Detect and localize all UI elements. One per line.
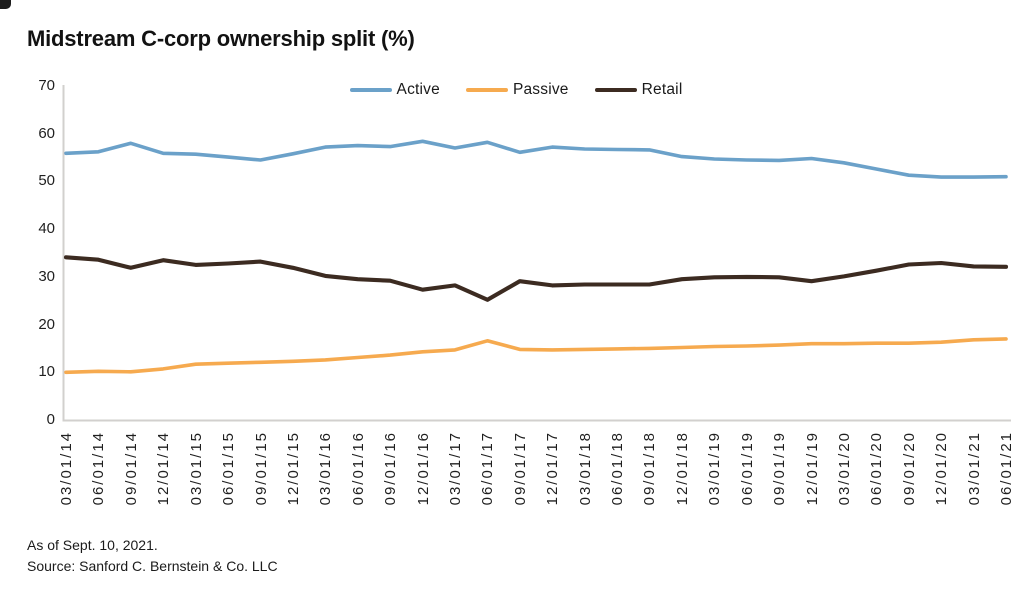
legend-line-swatch-active: [349, 87, 392, 93]
y-tick-label: 70: [38, 77, 55, 94]
x-tick-label: 06/01/17: [479, 431, 497, 506]
x-tick-label: 12/01/14: [155, 431, 173, 506]
y-tick-label: 10: [38, 363, 55, 381]
y-tick-label: 60: [38, 124, 55, 142]
x-tick-label: 12/01/17: [544, 431, 562, 506]
x-tick-label: 09/01/18: [641, 431, 659, 506]
legend-line-swatch-passive: [465, 87, 508, 93]
legend-label: Retail: [641, 81, 683, 98]
x-tick-label: 03/01/14: [58, 431, 75, 506]
y-tick-label: 30: [38, 267, 55, 285]
x-tick-label: 12/01/15: [284, 431, 302, 506]
x-tick-label: 12/01/16: [414, 431, 432, 506]
x-tick-label: 06/01/19: [738, 431, 756, 506]
x-tick-label: 09/01/15: [252, 431, 270, 506]
chart-title: Midstream C-corp ownership split (%): [27, 26, 415, 51]
x-tick-label: 09/01/20: [900, 431, 918, 506]
y-tick-label: 20: [38, 315, 55, 333]
legend-item-retail: Retail: [594, 81, 683, 99]
series-line-passive: [64, 337, 1008, 375]
footnote-as-of: As of Sept. 10, 2021.: [27, 537, 158, 553]
x-tick-label: 09/01/14: [122, 431, 140, 506]
legend-item-active: Active: [349, 81, 440, 99]
x-tick-label: 03/01/19: [706, 431, 724, 506]
legend-label: Passive: [512, 81, 569, 98]
y-tick-label: 50: [38, 172, 55, 190]
x-tick-label: 09/01/19: [771, 431, 789, 506]
x-tick-label: 09/01/17: [511, 431, 529, 506]
x-tick-label: 03/01/20: [835, 431, 853, 506]
legend-label: Active: [396, 81, 440, 98]
x-tick-label: 03/01/18: [576, 431, 594, 506]
legend-item-passive: Passive: [465, 81, 569, 99]
x-tick-label: 03/01/21: [965, 431, 983, 506]
x-tick-label: 12/01/18: [673, 431, 691, 506]
x-tick-label: 06/01/21: [998, 431, 1015, 506]
x-tick-label: 12/01/19: [803, 431, 821, 506]
legend-line-swatch-retail: [594, 87, 637, 93]
x-tick-label: 03/01/15: [187, 431, 205, 506]
corner-artifact: [0, 0, 11, 9]
y-tick-label: 0: [46, 411, 55, 428]
x-tick-label: 06/01/20: [868, 431, 886, 506]
x-tick-label: 06/01/14: [90, 431, 108, 506]
footnote-source: Source: Sanford C. Bernstein & Co. LLC: [27, 558, 278, 574]
x-tick-label: 06/01/18: [609, 431, 626, 506]
x-tick-label: 06/01/16: [349, 431, 367, 506]
x-tick-label: 12/01/20: [933, 431, 951, 506]
series-line-retail: [63, 255, 1009, 302]
x-tick-label: 03/01/16: [317, 431, 335, 506]
x-tick-label: 03/01/17: [447, 431, 464, 506]
series-line-active: [64, 139, 1008, 179]
legend: Active Passive Retail: [0, 81, 1032, 99]
x-tick-label: 09/01/16: [382, 431, 400, 506]
x-tick-label: 06/01/15: [220, 431, 238, 506]
y-tick-label: 40: [38, 220, 55, 238]
